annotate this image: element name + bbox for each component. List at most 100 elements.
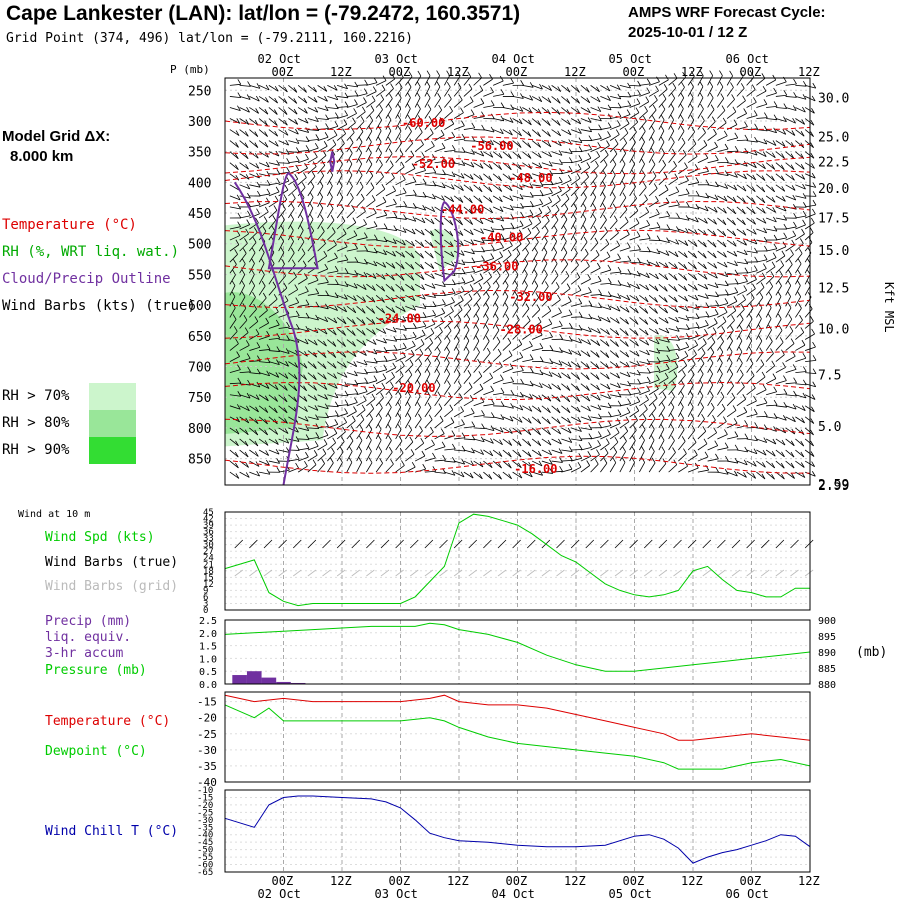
wind-barb-feather (381, 183, 386, 190)
wind-barb-feather (418, 127, 423, 133)
wind-barb-feather (449, 105, 453, 112)
wind-barb-feather (469, 229, 474, 235)
wind-barb-feather (742, 95, 746, 101)
wind-barb-feather (520, 365, 524, 371)
wind-barb-feather (359, 424, 364, 431)
isotherm-line (224, 351, 811, 370)
wc-panel-frame (224, 789, 811, 873)
wind-barb-feather (773, 225, 778, 232)
wind-barb (502, 173, 512, 181)
wind-barb-feather (528, 163, 532, 170)
wind-barb (541, 298, 550, 307)
wind-barb-feather (362, 395, 367, 401)
wind-barb-feather (362, 296, 366, 302)
wind-barb (317, 383, 328, 390)
wind-barb-feather (758, 313, 762, 319)
true-wind-barb (336, 539, 346, 549)
wind-barb-feather (286, 321, 290, 328)
wind-barb (307, 85, 317, 93)
wind-barb-feather (371, 195, 376, 201)
wind-barb-feather (255, 108, 259, 114)
wind-barb (317, 463, 325, 473)
pressure-tick-label: 450 (188, 207, 211, 222)
wind-barb-feather (537, 120, 542, 126)
wind-barb (600, 185, 606, 197)
wind-barb-feather (754, 136, 758, 143)
wind-barb (405, 131, 412, 141)
wind-barb-feather (458, 304, 463, 311)
wind-barb-feather (305, 425, 310, 431)
wind-barb-feather (584, 181, 588, 188)
wind-barb-feather (273, 120, 278, 126)
wind-barb-feather (655, 85, 659, 91)
wind-barb-feather (388, 402, 392, 408)
wind-barb-feather (421, 217, 426, 224)
wind-barb-feather (549, 187, 553, 194)
wind-barb (639, 261, 651, 266)
wind-barb-feather (762, 218, 767, 224)
wind-barb (288, 140, 300, 144)
wind-barb-feather (572, 225, 577, 231)
wind-barb (258, 416, 268, 425)
wind-barb (561, 96, 571, 104)
wind-barb-feather (510, 222, 515, 229)
wind-barb (337, 259, 348, 263)
wind-barb-feather (576, 362, 581, 369)
wind-barb (697, 228, 708, 236)
wind-barb (561, 179, 572, 186)
wind-barb (424, 158, 436, 164)
wind-barb-feather (595, 250, 600, 256)
wind-barb-feather (342, 352, 347, 358)
wind-barb (541, 192, 553, 197)
wind-barb-feather (576, 385, 580, 392)
wind-barb-feather (547, 206, 551, 212)
wind-barb-feather (597, 142, 602, 148)
dewpoint-line (224, 704, 811, 770)
legend-cloud-outline: Cloud/Precip Outline (2, 271, 171, 287)
wind-barb (288, 350, 299, 356)
wind-barb-feather (724, 271, 729, 277)
wind-barb-feather (576, 396, 581, 402)
wind-barb-feather (575, 182, 580, 189)
wind-barb-feather (264, 206, 269, 213)
wind-barb-feather (626, 371, 631, 378)
wind-barb-feather (264, 440, 269, 446)
wind-barb-feather (374, 234, 378, 240)
wind-barb-feather (624, 216, 629, 223)
wind-barb-feather (812, 341, 816, 348)
precip-tick-label: 1.5 (199, 642, 217, 653)
wind-barb (619, 186, 626, 197)
wind-barb-feather (732, 219, 736, 226)
wind-barb (346, 393, 358, 396)
wind-barb (239, 263, 246, 274)
wind-barb (278, 189, 289, 197)
wind-barb (463, 438, 475, 441)
wind-barb-feather (480, 98, 485, 104)
wind-barb (541, 394, 552, 402)
wind-barb-feather (314, 405, 319, 411)
wind-barb (648, 261, 660, 267)
wind-barb (561, 288, 571, 296)
wind-barb (561, 361, 572, 368)
wind-barb-feather (304, 351, 308, 357)
wind-barb-feather (680, 114, 684, 121)
wind-barb (697, 363, 705, 373)
wind-barb (561, 151, 573, 154)
wind-barb (571, 316, 583, 318)
wind-barb (278, 313, 290, 318)
wind-barb-feather (725, 455, 729, 462)
wind-barb-feather (656, 222, 661, 228)
wind-barb (736, 319, 744, 329)
wind-barb (385, 295, 395, 303)
wind-barb-feather (791, 130, 796, 136)
wind-barb-feather (763, 437, 768, 443)
wind-barb (726, 99, 735, 108)
wind-barb-feather (676, 226, 680, 232)
wind-barb (317, 426, 329, 429)
wind-barb (687, 228, 698, 235)
wind-barb (366, 212, 377, 219)
wind-barb-feather (578, 426, 582, 432)
wind-barb-feather (771, 261, 776, 268)
wind-barb (639, 211, 649, 219)
wind-barb-feather (660, 413, 665, 419)
